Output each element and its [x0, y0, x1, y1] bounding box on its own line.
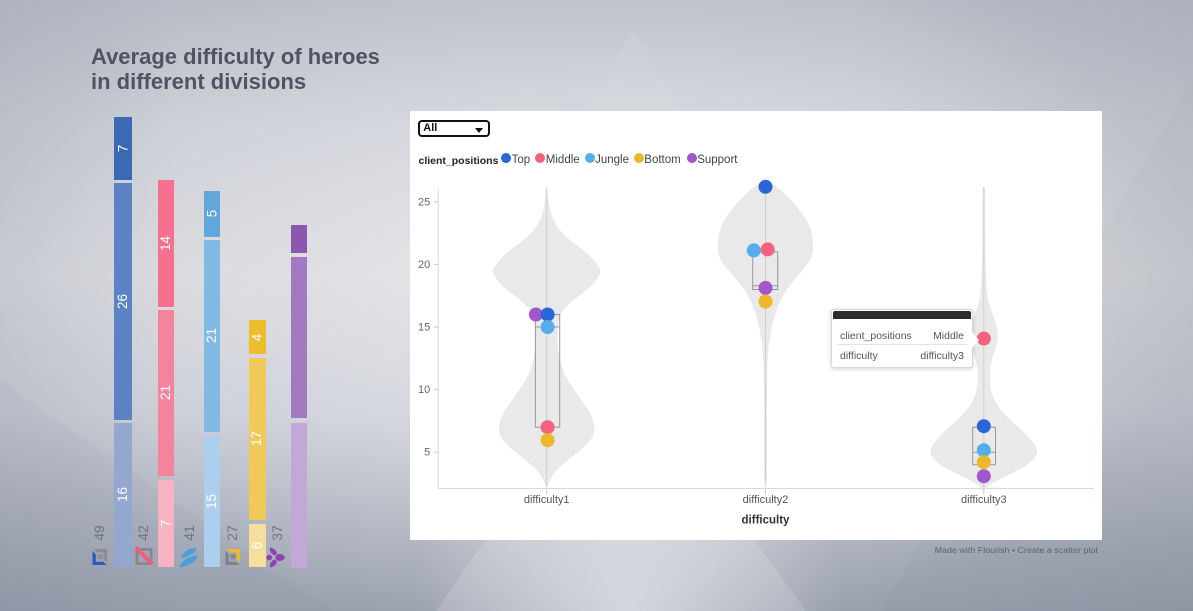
svg-text:difficulty2: difficulty2	[743, 494, 789, 506]
svg-text:15: 15	[418, 322, 430, 334]
svg-text:difficulty3: difficulty3	[961, 494, 1007, 506]
svg-text:25: 25	[418, 196, 430, 208]
svg-text:10: 10	[418, 384, 430, 396]
svg-text:difficulty1: difficulty1	[524, 494, 570, 506]
svg-text:5: 5	[424, 447, 430, 459]
svg-text:20: 20	[418, 259, 430, 271]
svg-text:difficulty: difficulty	[742, 515, 791, 527]
